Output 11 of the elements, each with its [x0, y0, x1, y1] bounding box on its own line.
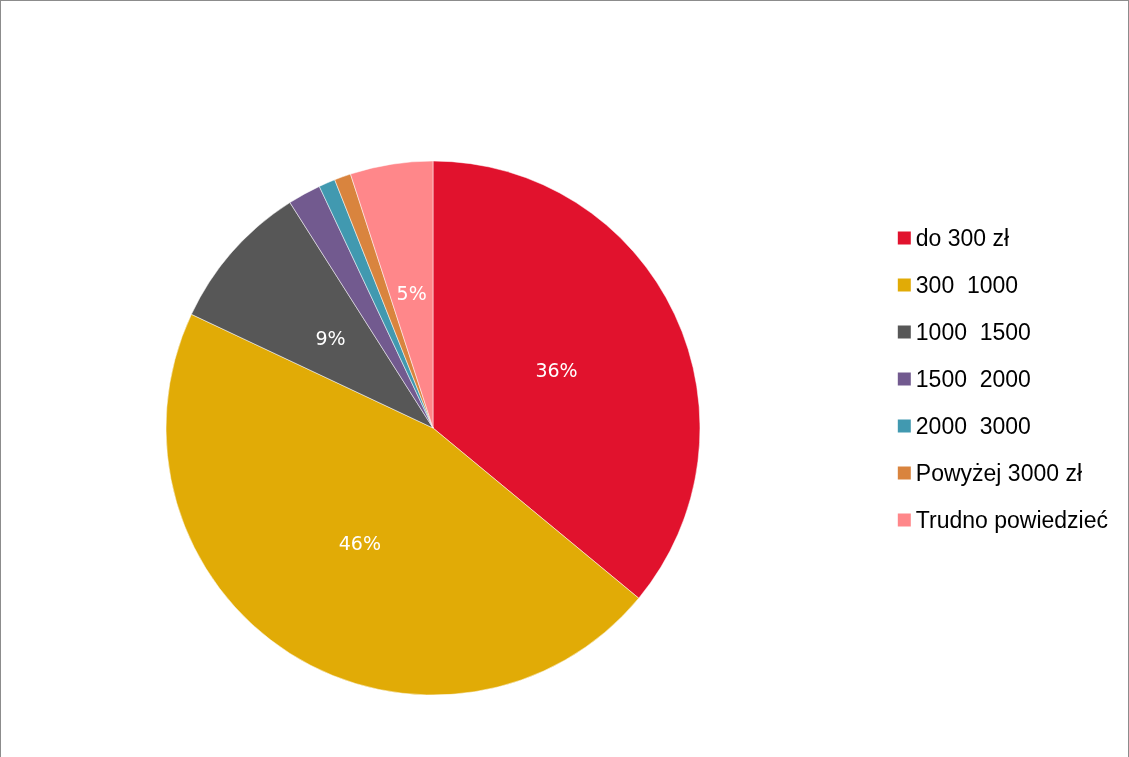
data-label: 36% — [535, 358, 578, 381]
legend-label: Powyżej 3000 zł — [915, 460, 1082, 486]
data-label: 9% — [315, 326, 346, 349]
data-label: 46% — [338, 532, 381, 555]
legend-label: Trudno powiedzieć — [915, 507, 1108, 533]
legend-label: do 300 zł — [915, 225, 1010, 251]
legend-label: 300 1000 — [915, 272, 1019, 298]
data-label: 5% — [396, 282, 427, 305]
legend-label: 1000 1500 — [915, 319, 1031, 345]
legend-label: 1500 2000 — [915, 366, 1031, 392]
legend-label: 2000 3000 — [915, 413, 1031, 439]
